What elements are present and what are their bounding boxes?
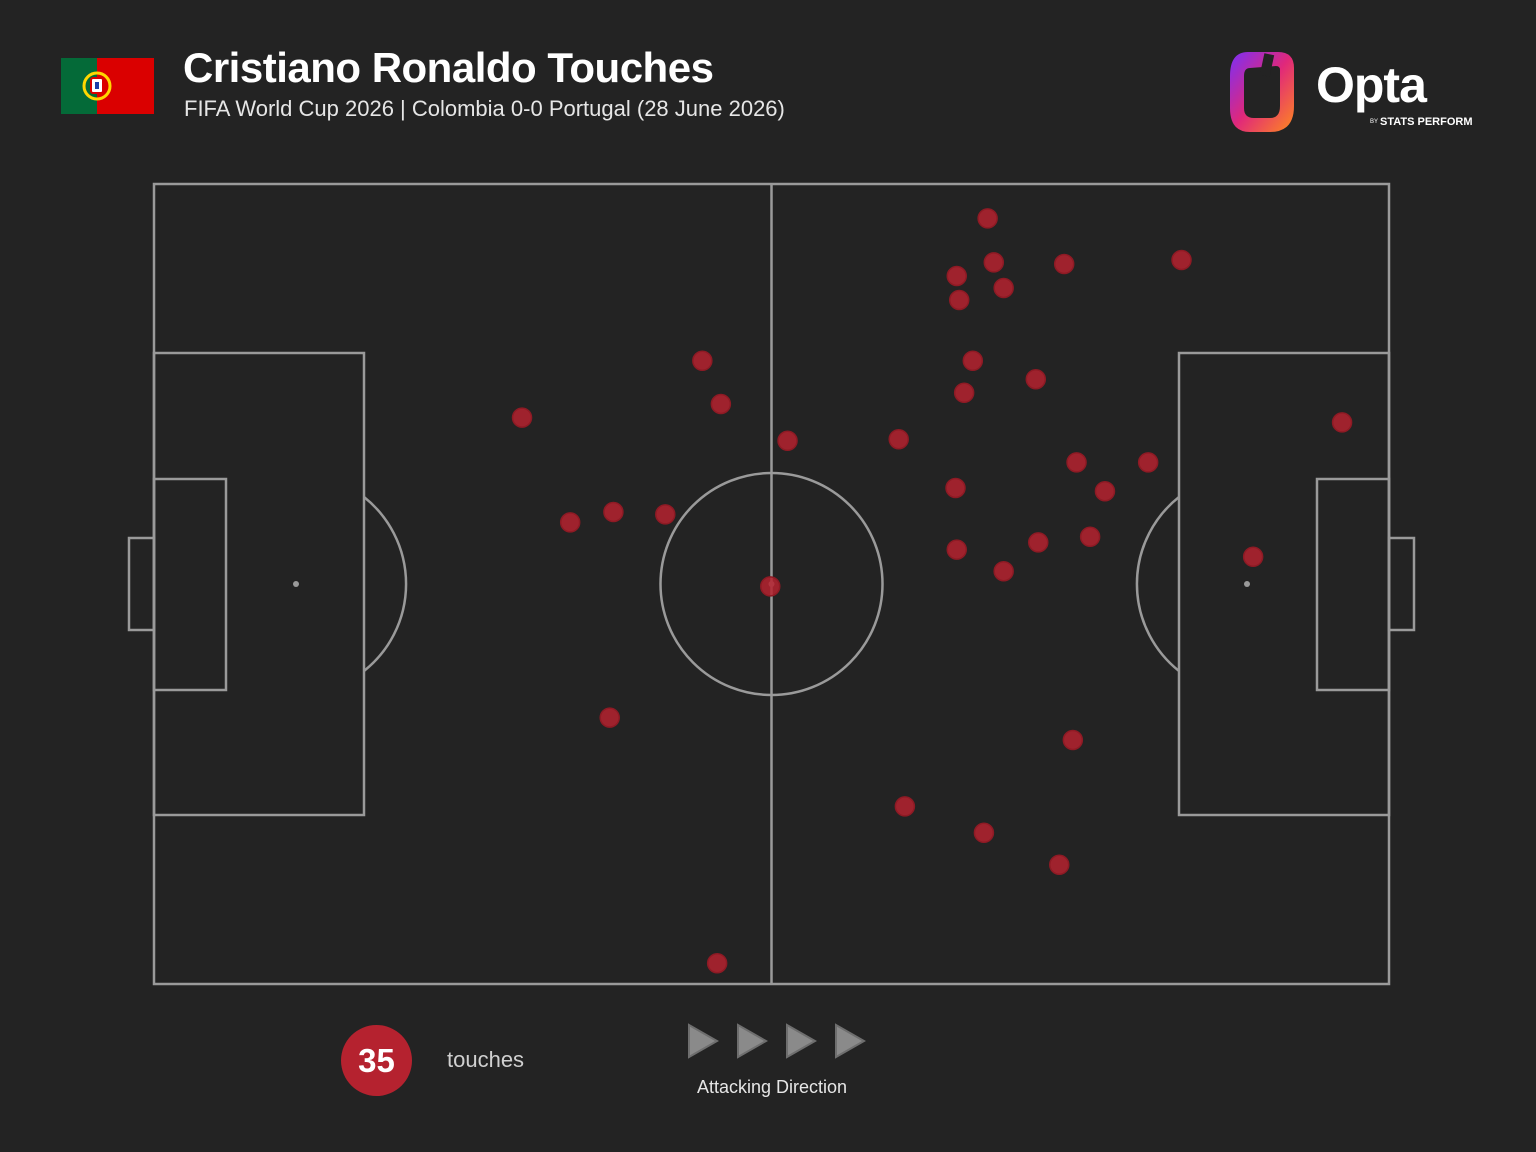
touch-point-7: [948, 289, 970, 311]
left-six-yard-box: [152, 477, 228, 692]
touch-point-26: [1079, 526, 1101, 548]
left-penalty-arc: [363, 496, 408, 672]
opta-tagline: BY STATS PERFORM: [1370, 116, 1473, 128]
touch-point-34: [1049, 854, 1070, 876]
touch-point-10: [953, 382, 975, 404]
touch-point-13: [511, 407, 533, 428]
opta-wordmark: Opta: [1316, 57, 1427, 113]
play-arrow-icon: [786, 1023, 818, 1059]
touch-points: [511, 208, 1353, 974]
touch-point-22: [603, 501, 624, 523]
touch-point-21: [559, 512, 581, 533]
touch-point-20: [945, 477, 966, 499]
touch-point-23: [655, 504, 676, 525]
left-goal: [127, 536, 156, 632]
play-arrow-icon: [737, 1023, 769, 1059]
attacking-direction-arrows: [688, 1023, 867, 1059]
center-circle: [659, 471, 884, 697]
chart-title: Cristiano Ronaldo Touches: [183, 44, 714, 91]
touch-point-8: [962, 350, 984, 372]
right-goal: [1387, 536, 1416, 632]
play-arrow-icon: [688, 1023, 720, 1059]
touch-point-15: [888, 428, 909, 450]
touch-point-30: [599, 707, 620, 728]
touch-point-28: [1242, 546, 1264, 568]
touch-point-14: [777, 430, 798, 452]
left-penalty-spot: [293, 581, 299, 587]
touch-point-16: [1331, 412, 1353, 433]
right-penalty-area: [1177, 351, 1391, 817]
touch-point-18: [1137, 452, 1159, 473]
touch-point-6: [993, 277, 1014, 299]
right-penalty-spot: [1244, 581, 1250, 587]
left-penalty-area: [152, 351, 366, 817]
touch-point-12: [710, 393, 732, 415]
right-penalty-arc: [1135, 496, 1180, 672]
touch-point-3: [1053, 253, 1075, 275]
touch-point-17: [1066, 452, 1087, 473]
touch-point-5: [946, 265, 967, 287]
touch-point-31: [1062, 729, 1084, 751]
play-arrow-icon: [835, 1023, 867, 1059]
touch-point-11: [692, 350, 713, 372]
touch-point-24: [946, 539, 967, 560]
touch-point-19: [1094, 480, 1116, 502]
right-six-yard-box: [1315, 477, 1391, 692]
opta-logo: Opta BY STATS PERFORM: [1226, 48, 1486, 138]
touch-point-1: [977, 208, 998, 229]
touch-point-9: [1025, 368, 1047, 390]
attacking-direction-label: Attacking Direction: [696, 1077, 848, 1097]
portugal-flag-icon: [61, 58, 154, 114]
touch-point-35: [706, 952, 728, 974]
touch-point-27: [993, 560, 1014, 582]
touch-point-32: [894, 796, 916, 817]
touch-point-33: [973, 822, 995, 844]
touch-count-label: touches: [447, 1047, 525, 1072]
touch-point-25: [1028, 532, 1049, 553]
touch-point-2: [983, 252, 1005, 273]
pitch-markings: [127, 182, 1416, 986]
chart-subtitle: FIFA World Cup 2026 | Colombia 0-0 Portu…: [184, 96, 785, 121]
touch-point-4: [1171, 249, 1192, 271]
touch-point-29: [760, 576, 781, 597]
opta-logo-icon: [1230, 52, 1294, 132]
touch-count-badge: 35: [341, 1025, 412, 1096]
